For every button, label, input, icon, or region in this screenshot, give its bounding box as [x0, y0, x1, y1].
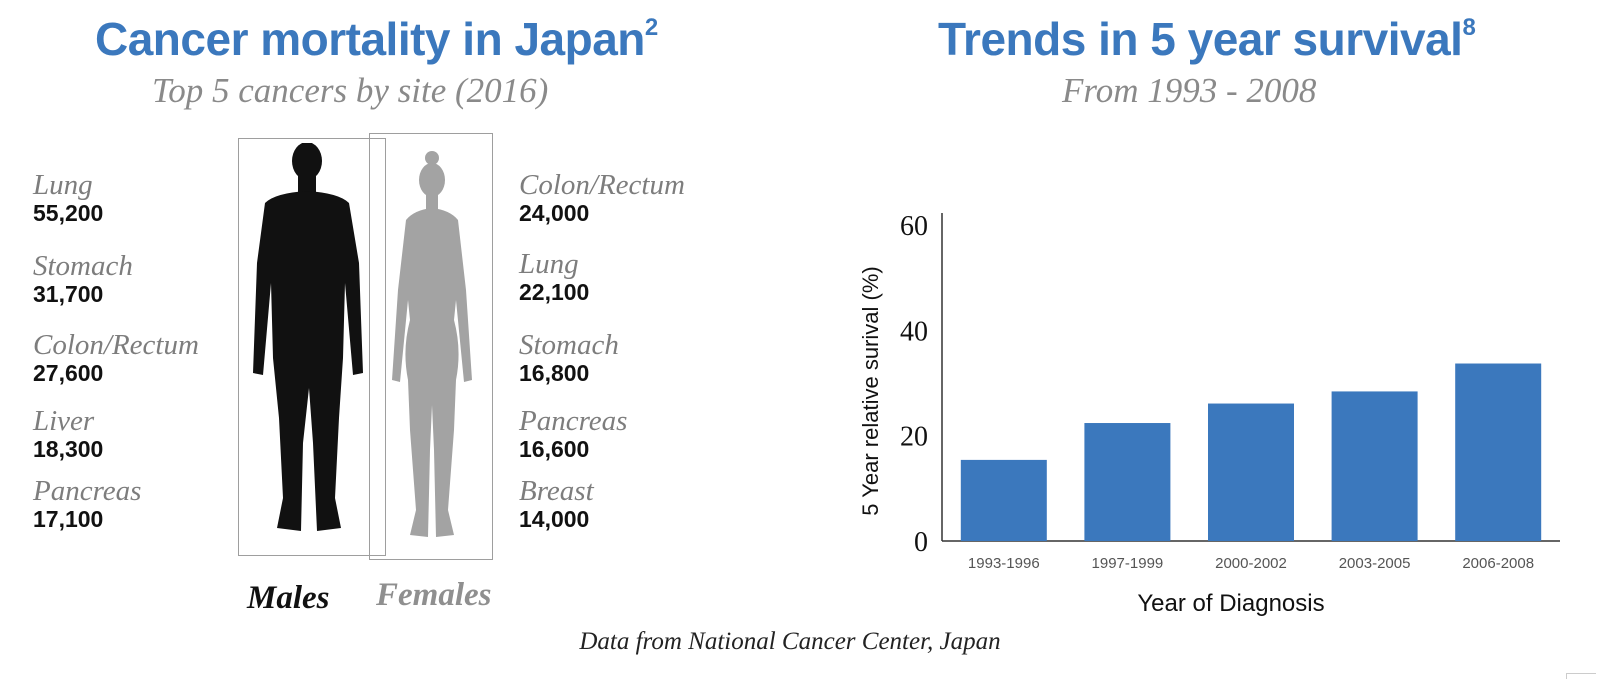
survival-title: Trends in 5 year survival8 — [938, 12, 1476, 66]
x-tick-label: 2003-2005 — [1339, 555, 1411, 572]
x-tick-label: 1997-1999 — [1092, 555, 1164, 572]
males-frame — [238, 138, 386, 556]
survival-chart-svg: 0 20 40 60 1993-1996 1997-1999 2000-2002 2003-2… — [858, 211, 1560, 617]
x-tick-label: 2000-2002 — [1215, 555, 1287, 572]
male-stat-4: Pancreas 17,100 — [33, 476, 141, 533]
female-stat-3: Pancreas 16,600 — [519, 406, 627, 463]
male-site-label: Lung — [33, 169, 93, 201]
female-stat-1: Lung 22,100 — [519, 249, 589, 306]
mortality-subtitle: Top 5 cancers by site (2016) — [152, 71, 549, 110]
bar-1997-1999 — [1084, 423, 1171, 541]
bar-2003-2005 — [1331, 391, 1418, 541]
bar-2006-2008 — [1455, 363, 1542, 541]
male-death-count: 27,600 — [33, 360, 104, 386]
female-death-count: 22,100 — [519, 279, 590, 305]
mortality-title-ref: 2 — [644, 14, 658, 41]
male-silhouette-icon — [253, 143, 363, 531]
bar-2000-2002 — [1208, 403, 1294, 541]
female-stat-4: Breast 14,000 — [519, 476, 594, 533]
female-site-label: Breast — [519, 475, 594, 507]
female-site-label: Pancreas — [519, 405, 628, 437]
male-death-count: 18,300 — [33, 436, 104, 462]
y-tick-label: 40 — [900, 316, 928, 347]
female-site-label: Stomach — [519, 329, 619, 361]
male-site-label: Pancreas — [33, 475, 142, 507]
survival-subtitle: From 1993 - 2008 — [1062, 71, 1317, 110]
male-site-label: Colon/Rectum — [33, 329, 199, 361]
y-tick-label: 60 — [900, 211, 928, 242]
female-silhouette-icon — [392, 151, 472, 537]
males-label: Males — [247, 580, 330, 616]
females-frame — [369, 133, 493, 560]
female-death-count: 16,600 — [519, 436, 590, 462]
females-label: Females — [376, 577, 492, 613]
female-death-count: 16,800 — [519, 360, 590, 386]
mortality-title: Cancer mortality in Japan2 — [95, 12, 658, 66]
male-stat-3: Liver 18,300 — [33, 406, 103, 463]
x-tick-label: 2006-2008 — [1462, 555, 1534, 572]
male-site-label: Liver — [33, 405, 95, 437]
female-stat-0: Colon/Rectum 24,000 — [519, 170, 685, 227]
survival-title-ref: 8 — [1462, 14, 1476, 41]
male-stat-2: Colon/Rectum 27,600 — [33, 330, 199, 387]
bar-1993-1996 — [960, 459, 1047, 541]
male-site-label: Stomach — [33, 250, 133, 282]
male-death-count: 31,700 — [33, 281, 104, 307]
female-site-label: Lung — [519, 248, 579, 280]
female-death-count: 14,000 — [519, 506, 590, 532]
y-axis-title: 5 Year relative surival (%) — [858, 266, 883, 515]
x-axis-title: Year of Diagnosis — [1137, 590, 1324, 617]
male-stat-0: Lung 55,200 — [33, 170, 103, 227]
x-tick-label: 1993-1996 — [968, 555, 1040, 572]
female-stat-2: Stomach 16,800 — [519, 330, 619, 387]
corner-mark — [1566, 673, 1596, 679]
male-death-count: 55,200 — [33, 200, 104, 226]
mortality-title-text: Cancer mortality in Japan — [95, 13, 645, 65]
survival-bar-chart: 0 20 40 60 1993-1996 1997-1999 2000-2002 2003-2… — [830, 195, 1570, 625]
survival-title-text: Trends in 5 year survival — [938, 13, 1463, 65]
y-tick-label: 20 — [900, 422, 928, 453]
male-death-count: 17,100 — [33, 506, 104, 532]
male-stat-1: Stomach 31,700 — [33, 251, 133, 308]
female-death-count: 24,000 — [519, 200, 590, 226]
y-tick-label: 0 — [914, 527, 928, 558]
female-site-label: Colon/Rectum — [519, 169, 685, 201]
data-source-footer: Data from National Cancer Center, Japan — [579, 628, 1001, 655]
